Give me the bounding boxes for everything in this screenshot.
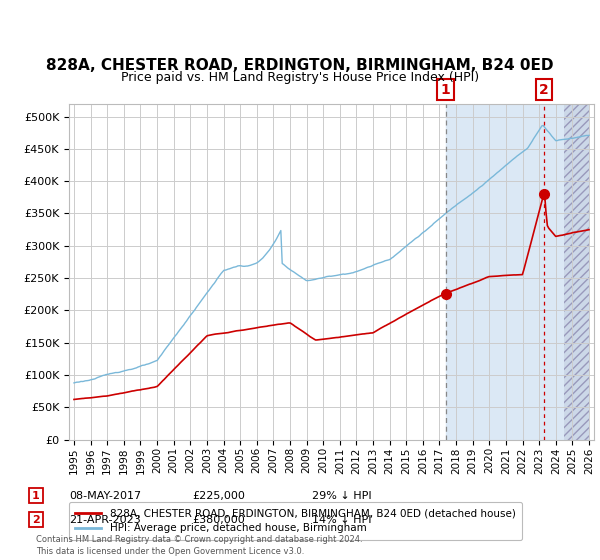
Text: £225,000: £225,000 — [192, 491, 245, 501]
Text: 2: 2 — [32, 515, 40, 525]
Text: £380,000: £380,000 — [192, 515, 245, 525]
Text: 29% ↓ HPI: 29% ↓ HPI — [312, 491, 371, 501]
Text: 2: 2 — [539, 83, 549, 97]
Text: 08-MAY-2017: 08-MAY-2017 — [69, 491, 141, 501]
Legend: 828A, CHESTER ROAD, ERDINGTON, BIRMINGHAM, B24 0ED (detached house), HPI: Averag: 828A, CHESTER ROAD, ERDINGTON, BIRMINGHA… — [69, 502, 522, 540]
Text: Price paid vs. HM Land Registry's House Price Index (HPI): Price paid vs. HM Land Registry's House … — [121, 71, 479, 84]
Text: 828A, CHESTER ROAD, ERDINGTON, BIRMINGHAM, B24 0ED: 828A, CHESTER ROAD, ERDINGTON, BIRMINGHA… — [46, 58, 554, 73]
Text: 1: 1 — [441, 83, 451, 97]
Bar — [564, 104, 589, 440]
Text: 1: 1 — [32, 491, 40, 501]
Bar — [446, 104, 564, 440]
Text: 14% ↓ HPI: 14% ↓ HPI — [312, 515, 371, 525]
Text: 21-APR-2023: 21-APR-2023 — [69, 515, 141, 525]
Text: Contains HM Land Registry data © Crown copyright and database right 2024.
This d: Contains HM Land Registry data © Crown c… — [36, 535, 362, 556]
